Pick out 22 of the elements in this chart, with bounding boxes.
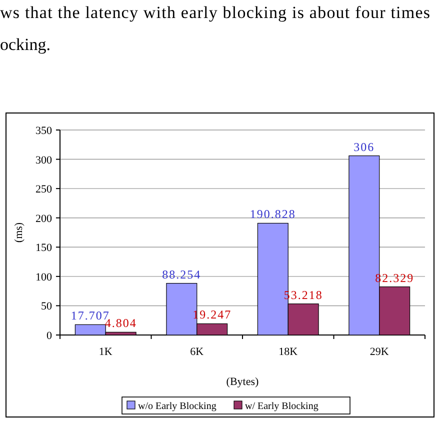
legend-label: w/o Early Blocking — [138, 401, 216, 412]
legend-label: w/ Early Blocking — [245, 401, 318, 412]
data-label: 4.804 — [104, 316, 137, 330]
y-tick-label: 100 — [36, 271, 52, 284]
x-tick-label: 29K — [370, 346, 389, 358]
x-tick-label: 18K — [278, 346, 298, 358]
y-tick-label: 50 — [41, 300, 52, 313]
y-axis-title: (ms) — [13, 222, 25, 243]
y-tick-label: 250 — [36, 184, 52, 196]
x-tick-label: 6K — [190, 346, 204, 358]
y-tick-label: 0 — [46, 330, 52, 342]
text: ocking. — [0, 35, 51, 54]
data-label: 306 — [354, 140, 375, 154]
x-tick-label: 1K — [98, 346, 112, 358]
y-tick-label: 300 — [36, 154, 52, 166]
data-label: 88.254 — [162, 267, 202, 282]
text: ws that the latency with early blocking is about four times — [0, 3, 430, 22]
y-tick-label: 150 — [36, 242, 52, 254]
x-axis-title: (Bytes) — [226, 376, 260, 388]
data-label: 190.828 — [250, 207, 296, 222]
y-tick-label: 350 — [36, 125, 52, 137]
y-tick-label: 200 — [36, 212, 52, 225]
